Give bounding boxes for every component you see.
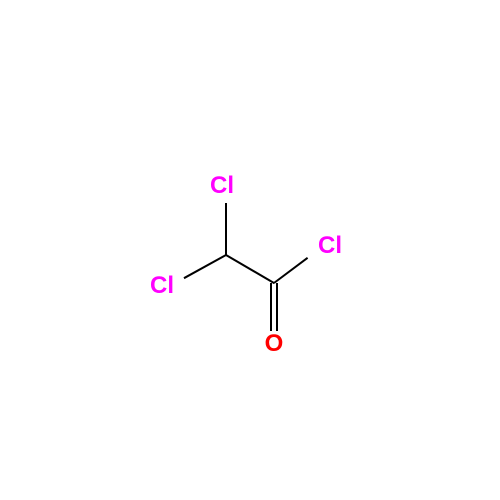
bond-line [276,283,278,331]
bond-line [225,254,274,284]
bond-line [225,203,227,255]
bond-line [270,283,272,331]
atom-label-cl1: Cl [210,172,234,200]
atom-label-cl3: Cl [318,232,342,260]
bond-line [273,257,308,284]
bond-line [183,254,226,279]
molecule-canvas: Cl Cl Cl O [0,0,500,500]
atom-label-o: O [265,330,284,358]
atom-label-cl2: Cl [150,272,174,300]
